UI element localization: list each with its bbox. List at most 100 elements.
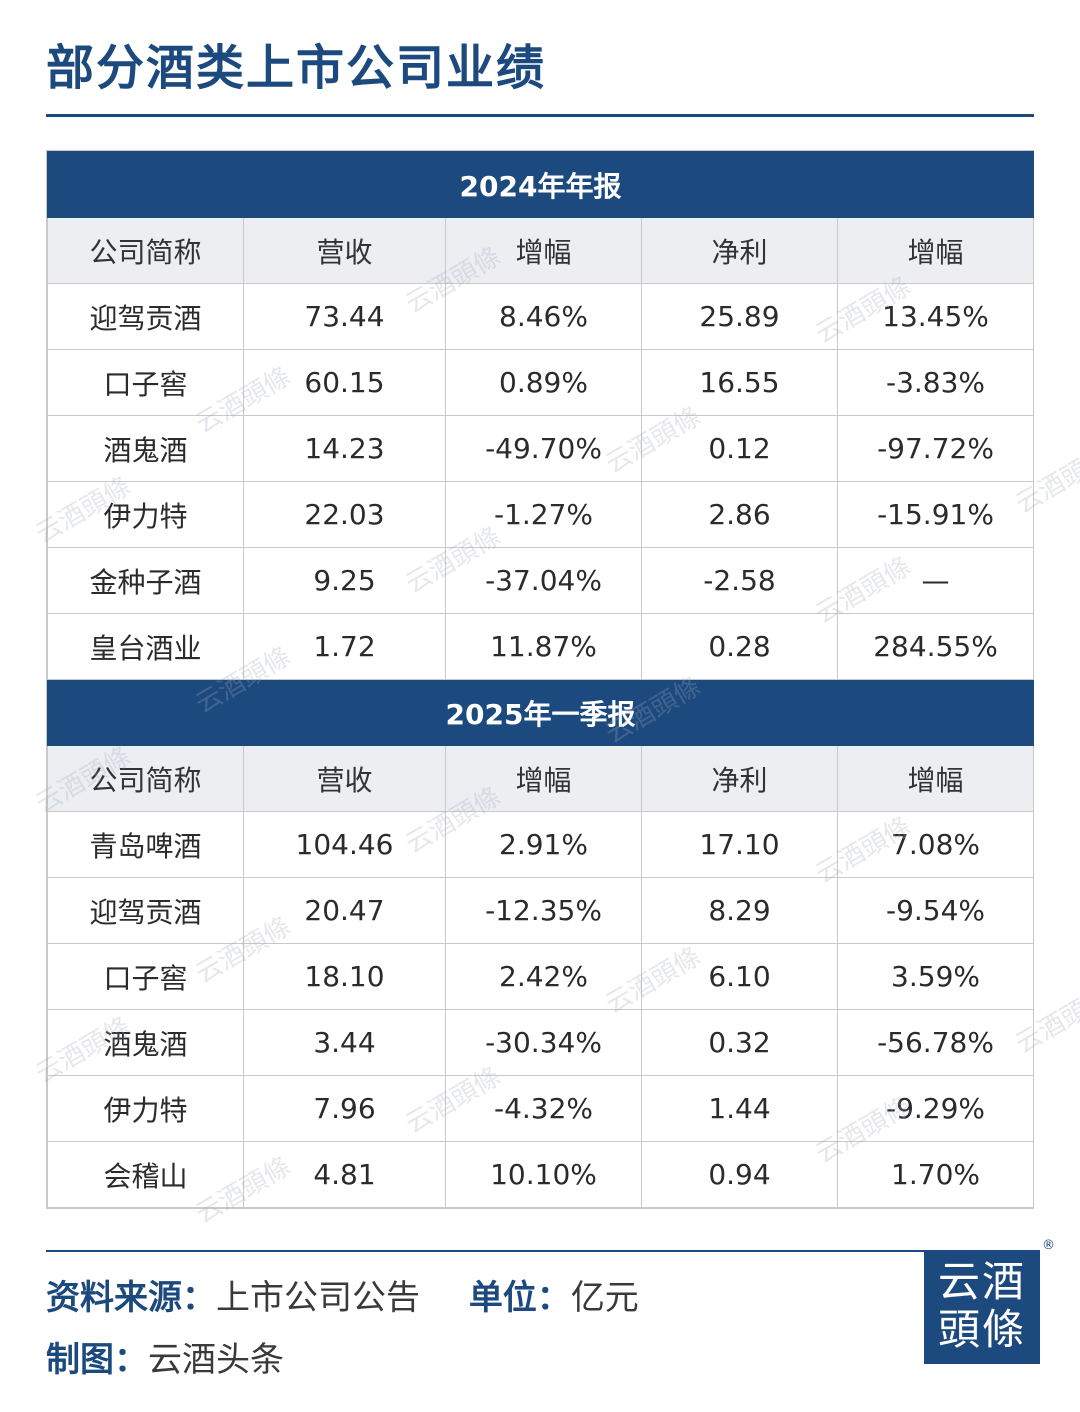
- section-header-row: 2025年一季报: [46, 679, 1035, 746]
- value-cell: 2.42%: [445, 943, 642, 1010]
- value-cell: -1.27%: [445, 481, 642, 548]
- table-row: 口子窖 18.10 2.42% 6.10 3.59%: [47, 943, 1035, 1010]
- value-cell: 60.15: [243, 349, 446, 416]
- table-row: 迎驾贡酒 20.47 -12.35% 8.29 -9.54%: [47, 877, 1035, 944]
- company-cell: 酒鬼酒: [47, 1009, 244, 1076]
- column-header: 增幅: [445, 745, 642, 812]
- credit-value: 云酒头条: [148, 1340, 284, 1380]
- value-cell: 0.28: [641, 613, 838, 680]
- value-cell: 0.94: [641, 1141, 838, 1208]
- value-cell: -9.29%: [836, 1075, 1035, 1142]
- value-cell: —: [836, 547, 1035, 614]
- value-cell: -97.72%: [836, 415, 1035, 482]
- registered-mark: ®: [1042, 1238, 1055, 1253]
- column-header: 营收: [243, 745, 446, 812]
- value-cell: 25.89: [641, 283, 838, 350]
- column-header: 公司简称: [47, 217, 244, 284]
- value-cell: 22.03: [243, 481, 446, 548]
- table-row: 伊力特 22.03 -1.27% 2.86 -15.91%: [47, 481, 1035, 548]
- value-cell: -30.34%: [445, 1009, 642, 1076]
- page-title: 部分酒类上市公司业绩: [46, 40, 547, 96]
- value-cell: 0.89%: [445, 349, 642, 416]
- column-header: 净利: [641, 217, 838, 284]
- value-cell: -49.70%: [445, 415, 642, 482]
- footer-divider: [46, 1250, 1034, 1252]
- value-cell: 17.10: [641, 811, 838, 878]
- value-cell: -9.54%: [836, 877, 1035, 944]
- logo-line-2: 頭條: [937, 1305, 1026, 1354]
- value-cell: 16.55: [641, 349, 838, 416]
- value-cell: 0.32: [641, 1009, 838, 1076]
- value-cell: 104.46: [243, 811, 446, 878]
- company-cell: 会稽山: [47, 1141, 244, 1208]
- section-header-row: 2024年年报: [46, 151, 1035, 218]
- company-cell: 伊力特: [47, 1075, 244, 1142]
- value-cell: 20.47: [243, 877, 446, 944]
- value-cell: -15.91%: [836, 481, 1035, 548]
- column-header: 营收: [243, 217, 446, 284]
- value-cell: 8.46%: [445, 283, 642, 350]
- company-cell: 皇台酒业: [47, 613, 244, 680]
- table-row: 皇台酒业 1.72 11.87% 0.28 284.55%: [47, 613, 1035, 680]
- value-cell: -37.04%: [445, 547, 642, 614]
- value-cell: 10.10%: [445, 1141, 642, 1208]
- company-cell: 伊力特: [47, 481, 244, 548]
- value-cell: 1.72: [243, 613, 446, 680]
- company-cell: 迎驾贡酒: [47, 877, 244, 944]
- value-cell: 3.59%: [836, 943, 1035, 1010]
- unit-label: 单位：: [468, 1278, 571, 1318]
- value-cell: 13.45%: [836, 283, 1035, 350]
- value-cell: -3.83%: [836, 349, 1035, 416]
- credit-label: 制图：: [46, 1340, 148, 1380]
- value-cell: 0.12: [641, 415, 838, 482]
- source-line: 资料来源：上市公司公告 单位：亿元: [46, 1270, 639, 1319]
- column-header: 增幅: [836, 745, 1035, 812]
- value-cell: -4.32%: [445, 1075, 642, 1142]
- table-row: 会稽山 4.81 10.10% 0.94 1.70%: [47, 1141, 1035, 1208]
- value-cell: 7.08%: [836, 811, 1035, 878]
- value-cell: 3.44: [243, 1009, 446, 1076]
- value-cell: -12.35%: [445, 877, 642, 944]
- table-row: 伊力特 7.96 -4.32% 1.44 -9.29%: [47, 1075, 1035, 1142]
- table-row: 金种子酒 9.25 -37.04% -2.58—: [47, 547, 1035, 614]
- table-row: 酒鬼酒 14.23 -49.70% 0.12 -97.72%: [47, 415, 1035, 482]
- value-cell: 284.55%: [836, 613, 1035, 680]
- value-cell: 11.87%: [445, 613, 642, 680]
- value-cell: 18.10: [243, 943, 446, 1010]
- value-cell: 1.70%: [836, 1141, 1035, 1208]
- logo-line-1: 云酒: [937, 1257, 1026, 1306]
- value-cell: 2.86: [641, 481, 838, 548]
- value-cell: 6.10: [641, 943, 838, 1010]
- column-header: 增幅: [445, 217, 642, 284]
- company-cell: 青岛啤酒: [47, 811, 244, 878]
- credit-line: 制图：云酒头条: [46, 1332, 284, 1381]
- section-title: 2024年年报: [46, 151, 1035, 218]
- value-cell: 73.44: [243, 283, 446, 350]
- table-row: 迎驾贡酒 73.44 8.46% 25.89 13.45%: [47, 283, 1035, 350]
- value-cell: -2.58: [641, 547, 838, 614]
- table-row: 口子窖 60.15 0.89% 16.55 -3.83%: [47, 349, 1035, 416]
- unit-value: 亿元: [570, 1278, 639, 1318]
- company-cell: 金种子酒: [47, 547, 244, 614]
- company-cell: 口子窖: [47, 943, 244, 1010]
- company-cell: 酒鬼酒: [47, 415, 244, 482]
- table-row: 青岛啤酒 104.46 2.91% 17.10 7.08%: [47, 811, 1035, 878]
- title-divider: [46, 114, 1034, 117]
- source-label: 资料来源：: [46, 1278, 216, 1318]
- value-cell: 9.25: [243, 547, 446, 614]
- value-cell: 7.96: [243, 1075, 446, 1142]
- brand-logo: 云酒 頭條: [924, 1250, 1040, 1364]
- column-header-row: 公司简称 营收 增幅 净利 增幅: [47, 217, 1035, 284]
- column-header-row: 公司简称 营收 增幅 净利 增幅: [47, 745, 1035, 812]
- company-cell: 迎驾贡酒: [47, 283, 244, 350]
- column-header: 公司简称: [47, 745, 244, 812]
- value-cell: 1.44: [641, 1075, 838, 1142]
- earnings-table: 2024年年报 公司简称 营收 增幅 净利 增幅 迎驾贡酒 73.44 8.46% 25.89 13…: [46, 150, 1035, 1209]
- value-cell: 8.29: [641, 877, 838, 944]
- source-value: 上市公司公告: [216, 1278, 420, 1318]
- table-row: 酒鬼酒 3.44 -30.34% 0.32 -56.78%: [47, 1009, 1035, 1076]
- value-cell: 14.23: [243, 415, 446, 482]
- company-cell: 口子窖: [47, 349, 244, 416]
- value-cell: -56.78%: [836, 1009, 1035, 1076]
- section-title: 2025年一季报: [46, 679, 1035, 746]
